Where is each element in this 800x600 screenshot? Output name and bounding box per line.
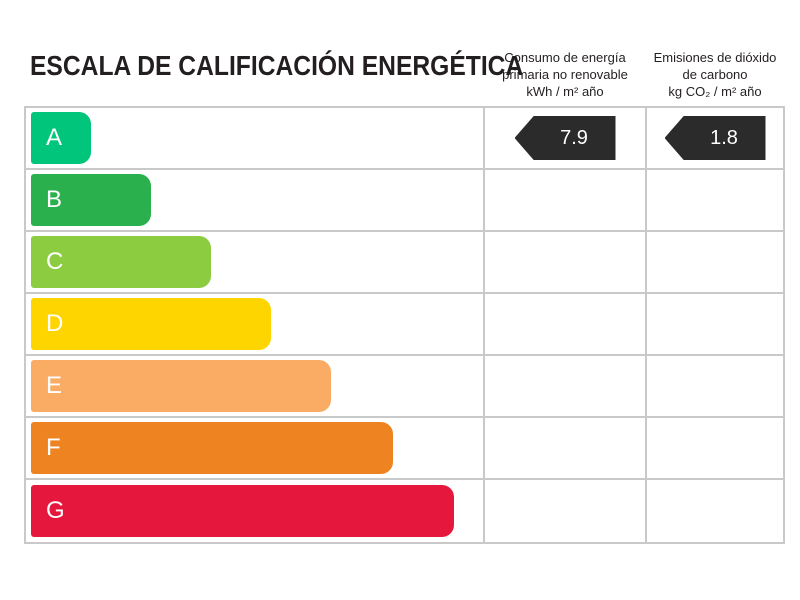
rating-bar-f: F [31,421,393,474]
consumption-cell-e [485,356,647,418]
emissions-header-line2: de carbono [682,67,748,82]
consumption-value-arrow-icon: 7.9 [514,116,616,160]
emissions-cell-b [647,170,783,232]
rating-letter-f: F [46,433,61,461]
rating-table: A 7.9 1.8 B C [24,106,785,544]
emissions-cell-c [647,232,783,294]
column-header-consumption: Consumo de energía primaria no renovable… [470,49,660,100]
rating-letter-b: B [46,185,63,213]
emissions-cell-a: 1.8 [647,108,783,170]
emissions-value-arrow-icon: 1.8 [664,116,766,160]
consumption-cell-c [485,232,647,294]
consumption-cell-f [485,418,647,480]
consumption-cell-a: 7.9 [485,108,647,170]
rating-row-a-scale-cell: A [26,108,485,170]
rating-bar-e: E [31,359,331,412]
consumption-cell-d [485,294,647,356]
rating-letter-e: E [46,371,63,399]
rating-letter-d: D [46,309,64,337]
rating-row-d-scale-cell: D [26,294,485,356]
rating-letter-a: A [46,123,63,151]
rating-bar-c: C [31,235,211,288]
rating-bar-a: A [31,111,91,164]
emissions-cell-f [647,418,783,480]
emissions-value: 1.8 [710,126,738,149]
rating-row-e-scale-cell: E [26,356,485,418]
rating-row-g-scale-cell: G [26,480,485,542]
consumption-value: 7.9 [560,126,588,149]
rating-bar-d: D [31,297,271,350]
consumption-header-line3: kWh / m² año [526,84,604,99]
page-title: ESCALA DE CALIFICACIÓN ENERGÉTICA [30,50,524,81]
emissions-cell-g [647,480,783,542]
consumption-cell-g [485,480,647,542]
emissions-cell-e [647,356,783,418]
consumption-header-line2: primaria no renovable [502,67,628,82]
consumption-cell-b [485,170,647,232]
rating-row-f-scale-cell: F [26,418,485,480]
column-header-emissions: Emisiones de dióxido de carbono kg CO₂ /… [625,49,800,100]
rating-bar-b: B [31,173,151,226]
emissions-cell-d [647,294,783,356]
rating-letter-g: G [46,496,65,524]
rating-row-c-scale-cell: C [26,232,485,294]
emissions-header-line3: kg CO₂ / m² año [668,84,762,99]
consumption-header-line1: Consumo de energía [504,50,626,65]
rating-bar-g: G [31,484,454,537]
emissions-header-line1: Emisiones de dióxido [653,50,777,65]
rating-letter-c: C [46,247,64,275]
rating-row-b-scale-cell: B [26,170,485,232]
